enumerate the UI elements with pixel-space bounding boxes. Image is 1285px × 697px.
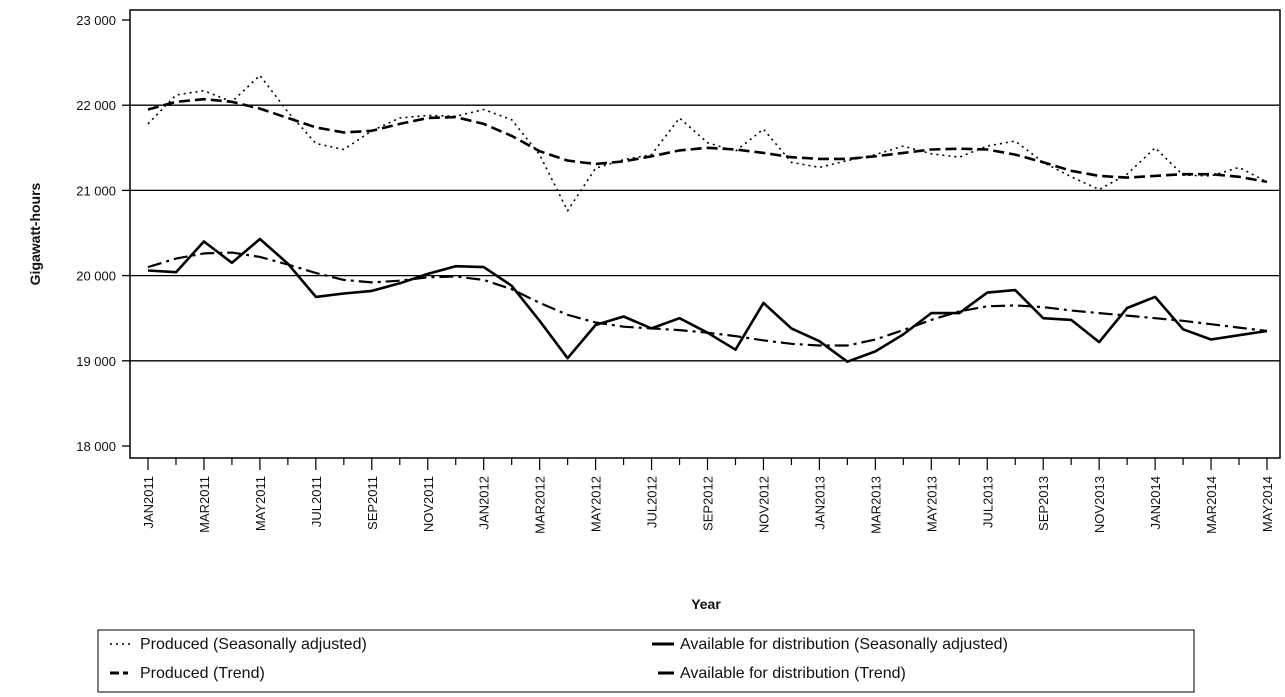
x-tick-label: SEP2011 xyxy=(365,476,380,530)
legend-label: Available for distribution (Trend) xyxy=(680,665,906,682)
y-tick-label: 21 000 xyxy=(76,183,116,198)
legend: Produced (Seasonally adjusted) Available … xyxy=(97,629,1195,693)
series-line-3 xyxy=(147,237,1268,364)
x-tick-label: JUL2013 xyxy=(980,476,995,528)
x-tick-label: MAY2013 xyxy=(924,476,939,532)
series-line-2 xyxy=(147,97,1268,184)
x-tick-label: MAR2013 xyxy=(868,476,883,534)
x-tick-label: MAR2011 xyxy=(197,476,212,533)
series-line-1 xyxy=(147,74,1268,212)
x-tick-label: NOV2012 xyxy=(756,476,771,533)
legend-label: Produced (Trend) xyxy=(140,665,265,682)
plot-frame xyxy=(129,9,1281,459)
legend-frame xyxy=(97,629,1195,693)
grid-lines xyxy=(130,104,1280,362)
x-tick-label: JUL2012 xyxy=(645,476,660,528)
y-tick-label: 22 000 xyxy=(76,98,116,113)
y-axis-title: Gigawatt-hours xyxy=(27,182,43,285)
legend-label: Available for distribution (Seasonally a… xyxy=(680,636,1008,653)
x-axis-title: Year xyxy=(691,596,721,612)
x-tick-label: MAR2012 xyxy=(533,476,548,534)
series-lines xyxy=(147,74,1268,364)
x-axis: JAN2011 MAR2011 MAY2011 JUL2011 SEP2011 NOV20… xyxy=(141,458,1275,534)
x-tick-label: SEP2013 xyxy=(1036,476,1051,531)
x-tick-label: JAN2011 xyxy=(141,476,156,529)
x-tick-label: JAN2012 xyxy=(477,476,492,529)
y-tick-label: 19 000 xyxy=(76,354,116,369)
y-tick-label: 20 000 xyxy=(76,269,116,284)
x-tick-label: JAN2014 xyxy=(1148,476,1163,529)
y-tick-label: 18 000 xyxy=(76,439,116,454)
x-tick-label: NOV2011 xyxy=(421,476,436,532)
x-tick-label: JAN2013 xyxy=(812,476,827,529)
x-tick-label: MAR2014 xyxy=(1204,476,1219,534)
legend-label: Produced (Seasonally adjusted) xyxy=(140,636,367,653)
x-tick-label: MAY2014 xyxy=(1260,476,1275,532)
x-tick-label: MAY2011 xyxy=(253,476,268,531)
x-tick-label: NOV2013 xyxy=(1092,476,1107,533)
x-tick-label: SEP2012 xyxy=(701,476,716,531)
y-axis: 18 000 19 000 20 000 21 000 22 000 23 000 xyxy=(76,13,130,454)
y-tick-label: 23 000 xyxy=(76,13,116,28)
x-tick-label: JUL2011 xyxy=(309,476,324,527)
series-line-4 xyxy=(147,251,1268,347)
x-tick-label: MAY2012 xyxy=(589,476,604,532)
